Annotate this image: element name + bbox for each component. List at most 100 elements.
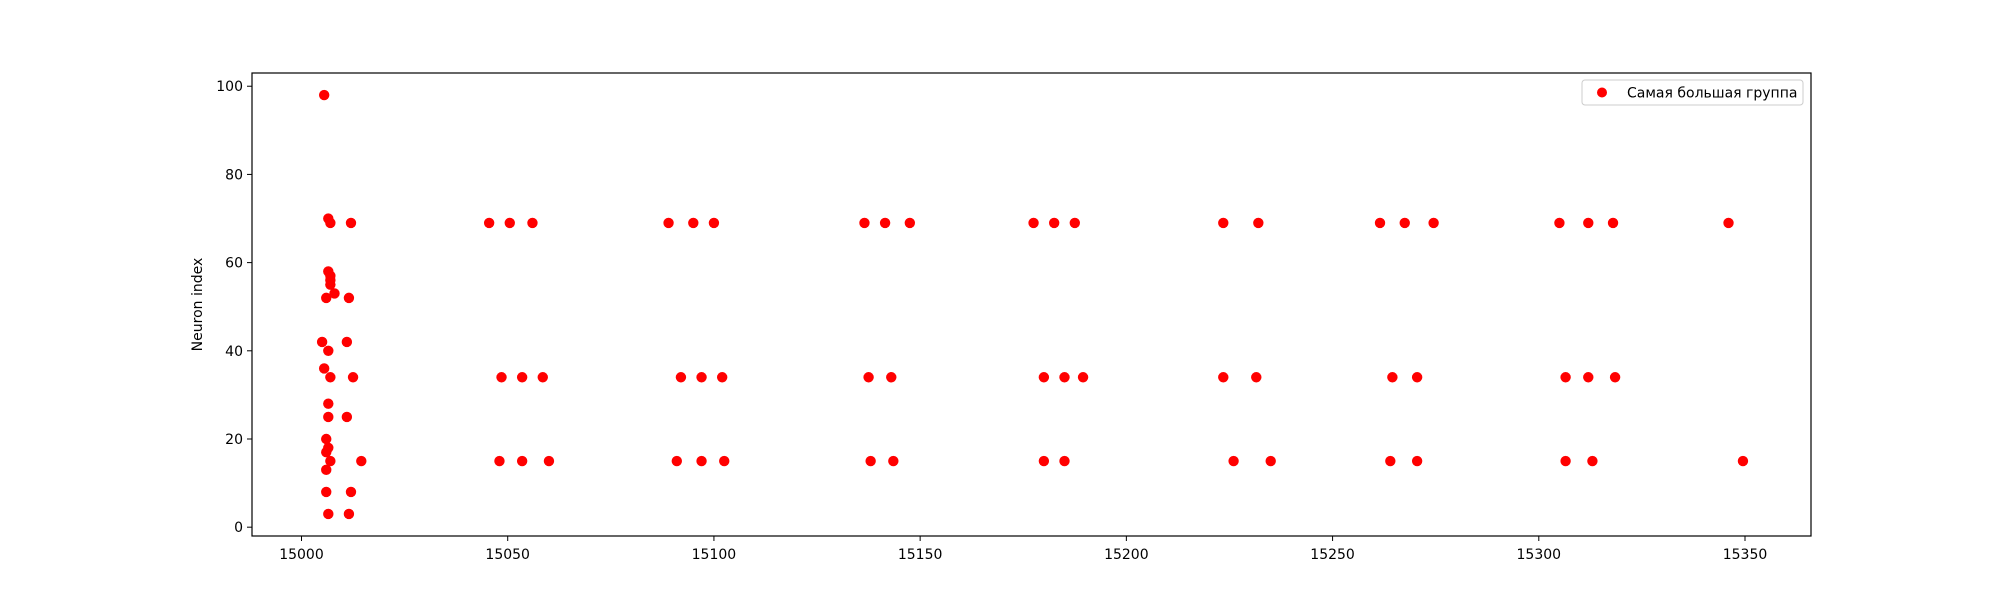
data-point (321, 447, 332, 458)
data-point (1253, 217, 1264, 229)
data-point (1609, 372, 1621, 383)
data-point (716, 372, 728, 383)
y-tick-label: 20 (225, 432, 243, 448)
data-point (321, 464, 332, 476)
data-point (1411, 372, 1423, 383)
y-axis-label: Neuron index (190, 258, 206, 352)
data-point (1251, 372, 1262, 383)
legend-label: Самая большая группа (1627, 86, 1797, 102)
data-point (316, 336, 328, 348)
data-point (1265, 455, 1276, 467)
data-point (325, 279, 336, 290)
data-point (1385, 455, 1396, 467)
data-point (494, 455, 505, 467)
data-point (1218, 217, 1229, 229)
x-tick-label: 15000 (279, 547, 324, 563)
y-tick-label: 40 (225, 344, 243, 360)
data-point (1048, 217, 1060, 229)
data-point (904, 217, 916, 229)
data-point (1399, 217, 1410, 229)
data-point (504, 217, 515, 229)
data-point (671, 455, 683, 467)
data-point (325, 217, 336, 229)
data-point (516, 455, 528, 467)
data-point (321, 486, 332, 498)
data-point (1059, 372, 1070, 383)
data-point (1428, 217, 1439, 229)
data-point (1374, 217, 1386, 229)
data-point (1560, 372, 1571, 383)
data-points (316, 89, 1749, 520)
legend-marker (1597, 87, 1607, 98)
data-point (688, 217, 699, 229)
y-tick-label: 60 (225, 256, 243, 272)
data-point (859, 217, 870, 229)
data-point (325, 455, 336, 467)
data-point (1077, 372, 1089, 383)
data-point (1554, 217, 1565, 229)
data-point (347, 372, 359, 383)
data-point (886, 372, 897, 383)
data-point (1028, 217, 1039, 229)
data-point (496, 372, 507, 383)
x-tick-label: 15200 (1104, 547, 1149, 563)
data-point (1059, 455, 1070, 467)
data-point (1607, 217, 1619, 229)
data-point (345, 217, 357, 229)
data-point (865, 455, 876, 467)
data-point (341, 411, 353, 423)
data-point (1723, 217, 1734, 229)
data-point (1069, 217, 1081, 229)
data-point (1038, 455, 1050, 467)
data-point (1387, 372, 1398, 383)
data-point (356, 455, 367, 467)
data-point (696, 372, 707, 383)
data-point (1737, 455, 1749, 467)
data-point (1583, 372, 1594, 383)
data-point (341, 336, 353, 348)
data-point (323, 345, 334, 356)
data-point (1218, 372, 1229, 383)
data-point (537, 372, 548, 383)
data-point (318, 363, 330, 374)
data-point (863, 372, 874, 383)
data-point (321, 433, 332, 445)
data-point (325, 372, 336, 383)
data-point (345, 486, 357, 498)
x-tick-label: 15150 (898, 547, 943, 563)
data-point (1228, 455, 1239, 467)
data-point (329, 288, 340, 299)
legend: Самая большая группа (1581, 79, 1804, 106)
data-point (318, 89, 330, 101)
x-axis-ticks: 15000 15050 15100 15150 15200 15250 15300 15350 (279, 536, 1767, 563)
y-tick-label: 100 (216, 79, 243, 95)
data-point (323, 398, 334, 409)
x-tick-label: 15100 (692, 547, 737, 563)
x-tick-label: 15350 (1723, 547, 1768, 563)
data-point (516, 372, 528, 383)
data-point (675, 372, 687, 383)
y-tick-label: 80 (225, 167, 243, 183)
data-point (696, 455, 707, 467)
data-point (1411, 455, 1423, 467)
data-point (1038, 372, 1050, 383)
data-point (343, 292, 355, 304)
data-point (663, 217, 674, 229)
legend-box (1581, 79, 1804, 106)
data-point (1583, 217, 1594, 229)
x-tick-label: 15300 (1517, 547, 1562, 563)
data-point (1587, 455, 1598, 467)
data-point (321, 292, 332, 304)
data-point (879, 217, 891, 229)
y-axis-ticks: 0 20 40 60 80 100 (216, 79, 252, 536)
x-tick-label: 15250 (1310, 547, 1355, 563)
data-point (543, 455, 555, 467)
data-point (1560, 455, 1571, 467)
y-tick-label: 0 (234, 520, 243, 536)
data-point (323, 411, 334, 423)
data-point (708, 217, 720, 229)
x-tick-label: 15050 (485, 547, 530, 563)
data-point (483, 217, 495, 229)
data-point (527, 217, 538, 229)
